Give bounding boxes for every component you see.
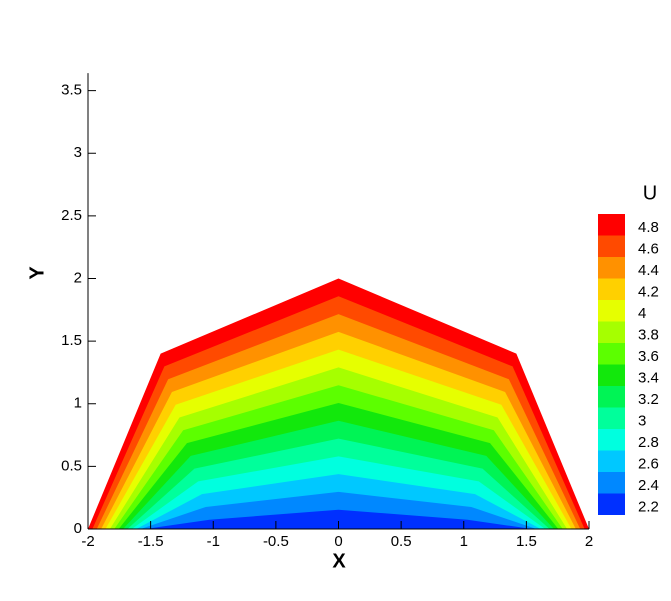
y-axis-label: Y (26, 266, 48, 280)
contour-band (144, 509, 533, 529)
legend-swatch (598, 493, 625, 515)
y-tick-label: 0.5 (61, 457, 82, 474)
legend-swatch (598, 407, 625, 429)
y-tick-label: 2 (74, 269, 82, 286)
x-tick-label: 0 (334, 533, 342, 550)
legend-label: 2.2 (638, 498, 659, 515)
x-tick-label: -1.5 (138, 533, 164, 550)
legend-swatch (598, 386, 625, 408)
legend-label: 2.4 (638, 477, 659, 494)
legend-label: 3.8 (638, 326, 659, 343)
legend-swatch (598, 257, 625, 279)
x-axis-label: X (332, 550, 346, 572)
y-tick-label: 1 (74, 395, 82, 412)
y-tick-label: 3 (74, 144, 82, 161)
x-tick-label: -0.5 (263, 533, 289, 550)
legend-label: 4.2 (638, 283, 659, 300)
legend-swatch (598, 472, 625, 494)
legend-swatch (598, 235, 625, 257)
x-tick-label: 1 (460, 533, 468, 550)
y-tick-label: 1.5 (61, 332, 82, 349)
legend-swatch (598, 364, 625, 386)
x-tick-label: -1 (207, 533, 220, 550)
legend-label: 2.6 (638, 455, 659, 472)
legend-swatch (598, 321, 625, 343)
legend-swatch (598, 429, 625, 451)
legend-swatch (598, 450, 625, 472)
legend-label: 4.8 (638, 219, 659, 236)
legend-label: 4.6 (638, 240, 659, 257)
legend-title: U (643, 182, 657, 204)
y-tick-label: 2.5 (61, 207, 82, 224)
x-tick-label: 0.5 (391, 533, 412, 550)
x-tick-label: -2 (81, 533, 94, 550)
legend-label: 3.2 (638, 391, 659, 408)
legend-swatch (598, 278, 625, 300)
legend-label: 4 (638, 305, 646, 322)
x-tick-label: 1.5 (516, 533, 537, 550)
legend-label: 3.6 (638, 348, 659, 365)
legend-swatch (598, 343, 625, 365)
legend-swatch (598, 214, 625, 236)
legend-label: 4.4 (638, 262, 659, 279)
y-tick-label: 0 (74, 520, 82, 537)
legend-label: 3.4 (638, 369, 659, 386)
legend-label: 3 (638, 412, 646, 429)
legend-swatch (598, 300, 625, 322)
y-tick-label: 3.5 (61, 82, 82, 99)
legend-label: 2.8 (638, 434, 659, 451)
x-tick-label: 2 (585, 533, 593, 550)
